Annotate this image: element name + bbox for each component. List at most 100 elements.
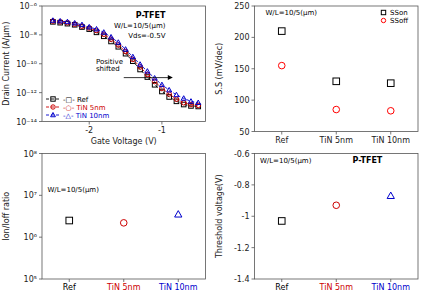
plot-frame <box>42 6 206 122</box>
annotation: P-TFET <box>353 156 383 165</box>
data-point <box>109 34 114 38</box>
data-point <box>387 80 394 87</box>
data-point <box>333 202 340 209</box>
y-tick <box>252 37 255 38</box>
x-tick <box>281 132 282 135</box>
x-tick-label: TiN 5nm <box>106 283 141 292</box>
x-tick-label: TiN 5nm <box>319 136 354 145</box>
legend-marker <box>381 10 385 14</box>
y-tick <box>39 237 42 238</box>
y-tick-label: 10⁻¹² <box>16 89 37 98</box>
y-tick-label: -0.8 <box>234 181 250 190</box>
x-tick-label: -1 <box>158 126 166 135</box>
y-tick <box>39 279 42 280</box>
x-tick <box>390 279 391 282</box>
x-tick-label: Ref <box>275 136 288 145</box>
data-point <box>278 62 285 69</box>
legend-label: -○- TiN 5nm <box>63 104 106 112</box>
legend-label: -△- TiN 10nm <box>63 112 109 120</box>
data-point <box>94 26 99 30</box>
panel: -1.4-1.2-1-0.8-0.6RefTiN 5nmTiN 10nmThre… <box>215 150 419 293</box>
plot-frame <box>255 6 419 132</box>
y-tick <box>252 153 255 154</box>
y-tick-label: -1 <box>242 212 250 221</box>
legend-label: SSoff <box>390 17 408 25</box>
y-axis-label: Drain Current (A/μm) <box>2 22 11 106</box>
y-tick <box>39 63 42 64</box>
legend-line <box>46 115 60 116</box>
y-tick <box>252 100 255 101</box>
y-tick-label: -1.4 <box>234 275 250 284</box>
plot-frame <box>42 154 206 280</box>
plot-area <box>66 211 182 227</box>
series-line <box>53 21 198 105</box>
legend-label: SSon <box>390 9 408 17</box>
y-tick-label: 100 <box>234 96 249 105</box>
y-tick-label: 250 <box>234 2 249 11</box>
y-tick <box>252 184 255 185</box>
y-tick <box>39 6 42 7</box>
data-point <box>333 78 340 85</box>
y-tick-label: 50 <box>239 128 249 137</box>
data-point <box>145 69 150 73</box>
y-axis-label: S.S (mV/dec) <box>215 43 224 95</box>
y-tick-label: 10⁻⁸ <box>19 31 37 40</box>
y-tick-label: 10⁷ <box>24 191 37 200</box>
data-point <box>333 106 340 113</box>
data-point <box>116 40 121 44</box>
annotation-arrow-head <box>168 75 173 80</box>
data-point <box>159 82 164 86</box>
legend-line <box>46 107 60 108</box>
data-point <box>123 47 128 51</box>
y-tick <box>252 247 255 248</box>
data-point <box>188 99 193 103</box>
legend-marker <box>51 112 56 116</box>
panel: 10⁻¹⁴10⁻¹²10⁻¹⁰10⁻⁸10⁻⁶-2-1Gate Voltage … <box>2 2 206 146</box>
legend-marker <box>381 18 385 22</box>
data-point <box>278 28 285 35</box>
x-tick <box>390 132 391 135</box>
y-tick-label: 10⁸ <box>24 150 37 159</box>
x-tick <box>281 279 282 282</box>
data-point <box>87 24 92 28</box>
annotation: W/L=10/5(μm) <box>260 157 312 165</box>
x-tick <box>89 122 90 125</box>
plot-area <box>278 192 394 224</box>
x-tick <box>178 279 179 282</box>
y-tick <box>252 131 255 132</box>
data-point <box>181 100 186 105</box>
y-tick-label: 200 <box>234 33 249 42</box>
x-tick-label: -2 <box>85 126 93 135</box>
annotation: W/L=10/5(μm) <box>114 22 166 30</box>
data-point <box>175 211 182 217</box>
data-point <box>58 18 63 22</box>
data-point <box>79 22 84 26</box>
x-tick-label: TiN 10nm <box>371 136 411 145</box>
annotation: Positiveshifted <box>96 58 123 74</box>
data-point <box>138 62 143 66</box>
x-tick-label: Ref <box>63 283 76 292</box>
data-point <box>72 20 77 24</box>
data-point <box>50 18 55 22</box>
x-tick-label: TiN 5nm <box>319 283 354 292</box>
data-point <box>278 218 285 225</box>
y-axis-label: Ion/Ioff ratio <box>2 192 11 241</box>
series-line <box>53 22 198 107</box>
legend-line <box>46 99 60 100</box>
annotation-arrow <box>124 77 169 78</box>
y-tick-label: -0.6 <box>234 150 250 159</box>
x-tick <box>123 279 124 282</box>
legend: -□- Ref-○- TiN 5nm-△- TiN 10nm <box>46 96 109 120</box>
y-tick <box>39 92 42 93</box>
data-point <box>174 97 179 102</box>
legend-label: -□- Ref <box>63 96 89 104</box>
plot-area <box>50 18 200 109</box>
panel: 10⁵10⁶10⁷10⁸RefTiN 5nmTiN 10nmIon/Ioff r… <box>2 150 206 293</box>
annotation: P-TFET <box>136 11 166 20</box>
figure: 10⁻¹⁴10⁻¹²10⁻¹⁰10⁻⁸10⁻⁶-2-1Gate Voltage … <box>0 0 425 295</box>
annotation: W/L=10/5(μm) <box>47 186 99 194</box>
data-point <box>120 220 127 227</box>
y-tick-label: -1.2 <box>234 244 250 253</box>
data-point <box>196 100 201 104</box>
x-tick-label: TiN 10nm <box>158 283 198 292</box>
